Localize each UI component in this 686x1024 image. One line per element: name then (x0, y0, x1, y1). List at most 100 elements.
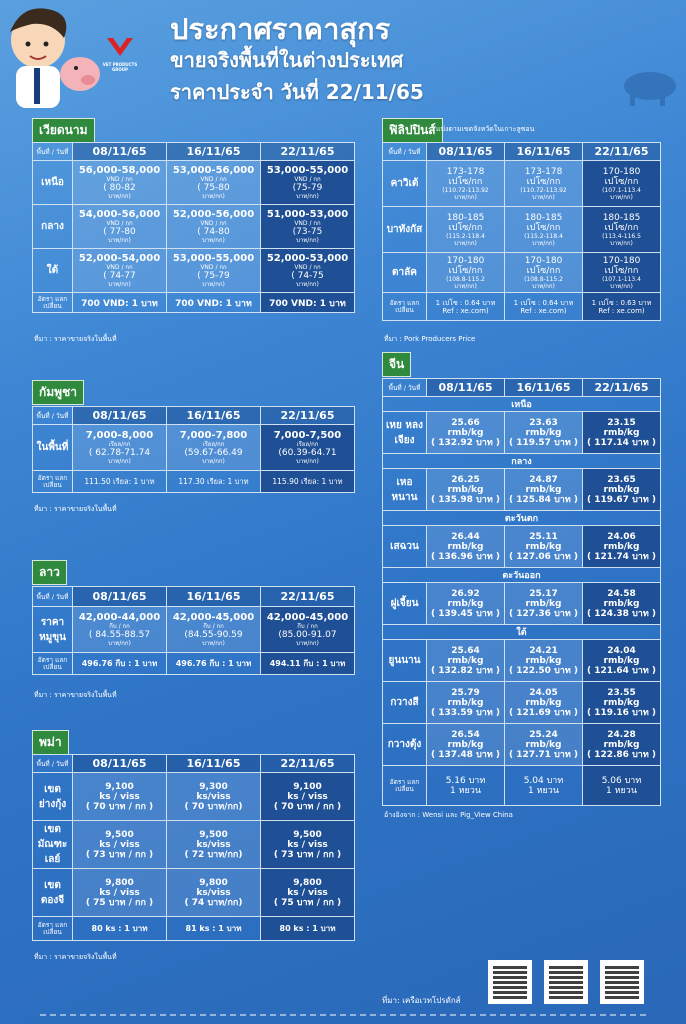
source-note: ที่มา : ราคาขายจริงในพื้นที่ (34, 953, 117, 961)
table-row: เขต ตองจี 9,800 ks / viss( 75 บาท / กก ) … (32, 868, 355, 917)
row-label: กวางสี (382, 681, 427, 724)
date-header: 08/11/65 (72, 754, 167, 773)
table-row: ราคา หมูขุน 42,000-44,000 กีบ / กก( 84.55… (32, 606, 355, 653)
company-logo: VET PRODUCTS GROUP (98, 36, 142, 72)
table-row: กวางสี 25.79 rmb/kg( 133.59 บาท ) 24.05 rm… (382, 681, 661, 724)
rate-value: 80 ks : 1 บาท (72, 916, 167, 941)
myanmar-table: พื้นที่ / วันที่ 08/11/65 16/11/65 22/11… (32, 754, 355, 941)
qr-code-line-icon[interactable] (600, 960, 644, 1004)
qr-code-icon[interactable] (488, 960, 532, 1004)
rate-value: 494.11 กีบ : 1 บาท (260, 652, 355, 675)
table-row: ตาลัค 170-180 เปโซ/กก (108.8-115.2 บาท/กก) … (382, 252, 661, 293)
source-note: ที่มา : ราคาขายจริงในพื้นที่ (34, 691, 117, 699)
rate-label: อัตรา แลกเปลี่ยน (32, 916, 73, 941)
laos-table: พื้นที่ / วันที่ 08/11/65 16/11/65 22/11… (32, 586, 355, 675)
table-row: กลาง 54,000-56,000 VND / กก( 77-80 บาท/กก)… (32, 204, 355, 249)
table-row: ยูนนาน 25.64 rmb/kg( 132.82 บาท ) 24.21 rm… (382, 639, 661, 682)
section-china: จีน (382, 352, 412, 377)
rate-value: 111.50 เรียล: 1 บาท (72, 470, 167, 493)
table-corner: พื้นที่ / วันที่ (382, 142, 427, 161)
pig-silhouette (616, 62, 682, 108)
table-row: ใต้ 52,000-54,000 VND / กก( 74-77 บาท/กก) … (32, 248, 355, 293)
table-row: เขต มัณฑะเลย์ 9,500 ks / viss( 73 บาท / ก… (32, 820, 355, 869)
rate-value: 700 VND: 1 บาท (260, 292, 355, 313)
row-label: กวางตุ้ง (382, 723, 427, 766)
rate-label: อัตรา แลกเปลี่ยน (32, 292, 73, 313)
row-label: ในพื้นที่ (32, 424, 73, 471)
section-philippines: ฟิลิปปินส์ (382, 118, 443, 143)
region-header: เหนือ (382, 396, 661, 412)
logo-text: VET PRODUCTS GROUP (102, 62, 138, 72)
region-header: กลาง (382, 453, 661, 469)
date-header: 16/11/65 (166, 586, 261, 607)
page-subtitle: ขายจริงพื้นที่ในต่างประเทศ (170, 48, 404, 72)
rate-label: อัตรา แลกเปลี่ยน (382, 292, 427, 321)
table-row: เสฉวน 26.44 rmb/kg( 136.96 บาท ) 25.11 rmb… (382, 525, 661, 568)
table-corner: พื้นที่ / วันที่ (32, 142, 73, 161)
rate-value: 496.76 กีบ : 1 บาท (166, 652, 261, 675)
table-row: เหย หลงเจียง 25.66 rmb/kg( 132.92 บาท ) 2… (382, 411, 661, 454)
rate-value: 80 ks : 1 บาท (260, 916, 355, 941)
section-subtitle: แบ่งตามเขตจังหวัดในเกาะลูซอน (436, 125, 535, 133)
date-header: 22/11/65 (260, 754, 355, 773)
section-laos: ลาว (32, 560, 67, 585)
rate-label: อัตรา แลกเปลี่ยน (32, 470, 73, 493)
source-note: ที่มา : Pork Producers Price (384, 335, 476, 343)
row-label: ยูนนาน (382, 639, 427, 682)
source-note: ที่มา : ราคาขายจริงในพื้นที่ (34, 335, 117, 343)
date-header: 22/11/65 (582, 142, 661, 161)
row-label: เหนือ (32, 160, 73, 205)
rate-value: 117.30 เรียล: 1 บาท (166, 470, 261, 493)
table-row: เขต ย่างกุ้ง 9,100 ks / viss( 70 บาท / กก… (32, 772, 355, 821)
date-header: 16/11/65 (504, 378, 583, 397)
page-title: ประกาศราคาสุกร (170, 12, 391, 46)
rate-value: 700 VND: 1 บาท (72, 292, 167, 313)
date-header: 16/11/65 (504, 142, 583, 161)
date-header: 22/11/65 (260, 586, 355, 607)
table-row: ในพื้นที่ 7,000-8,000 เรียล/กก( 62.78-71.… (32, 424, 355, 471)
row-label: ฝูเจี้ยน (382, 582, 427, 625)
rate-label: อัตรา แลกเปลี่ยน (382, 765, 427, 806)
source-note: ที่มา : ราคาขายจริงในพื้นที่ (34, 505, 117, 513)
table-row: ฝูเจี้ยน 26.92 rmb/kg( 139.45 บาท ) 25.17… (382, 582, 661, 625)
region-header: ตะวันออก (382, 567, 661, 583)
rate-value: 115.90 เรียล: 1 บาท (260, 470, 355, 493)
mascot-illustration (2, 2, 112, 112)
vietnam-table: พื้นที่ / วันที่ 08/11/65 16/11/65 22/11… (32, 142, 355, 313)
row-label: ตาลัค (382, 252, 427, 293)
row-label: เขต ตองจี (32, 868, 73, 917)
china-table: พื้นที่ / วันที่ 08/11/65 16/11/65 22/11… (382, 378, 661, 806)
row-label: กลาง (32, 204, 73, 249)
date-header: 08/11/65 (72, 586, 167, 607)
footer-source: ที่มา: เครือเวทโปรดักส์ (382, 996, 461, 1005)
table-row: คาวิเต้ 173-178 เปโซ/กก (110.72-113.92 บาท/… (382, 160, 661, 207)
row-label: ราคา หมูขุน (32, 606, 73, 653)
section-vietnam: เวียดนาม (32, 118, 95, 143)
rate-value: 81 ks : 1 บาท (166, 916, 261, 941)
row-label: เสฉวน (382, 525, 427, 568)
date-header: 08/11/65 (426, 378, 505, 397)
table-corner: พื้นที่ / วันที่ (32, 586, 73, 607)
region-header: ตะวันตก (382, 510, 661, 526)
table-row: เหอหนาน 26.25 rmb/kg( 135.98 บาท ) 24.87 r… (382, 468, 661, 511)
section-cambodia: กัมพูชา (32, 380, 84, 405)
date-header: 16/11/65 (166, 142, 261, 161)
rate-value: 700 VND: 1 บาท (166, 292, 261, 313)
rate-value: 496.76 กีบ : 1 บาท (72, 652, 167, 675)
row-label: คาวิเต้ (382, 160, 427, 207)
date-header: 16/11/65 (166, 406, 261, 425)
row-label: เขต มัณฑะเลย์ (32, 820, 73, 869)
region-header: ใต้ (382, 624, 661, 640)
cambodia-table: พื้นที่ / วันที่ 08/11/65 16/11/65 22/11… (32, 406, 355, 493)
footer-divider (40, 1014, 646, 1016)
row-label: เขต ย่างกุ้ง (32, 772, 73, 821)
qr-code-facebook-icon[interactable] (544, 960, 588, 1004)
row-label: เหอหนาน (382, 468, 427, 511)
table-corner: พื้นที่ / วันที่ (32, 754, 73, 773)
section-myanmar: พม่า (32, 730, 69, 755)
source-note: อ้างอิงจาก : Wensi และ Pig_View China (384, 811, 513, 819)
date-header: 22/11/65 (260, 406, 355, 425)
table-corner: พื้นที่ / วันที่ (382, 378, 427, 397)
date-header: 16/11/65 (166, 754, 261, 773)
date-header: 08/11/65 (72, 406, 167, 425)
